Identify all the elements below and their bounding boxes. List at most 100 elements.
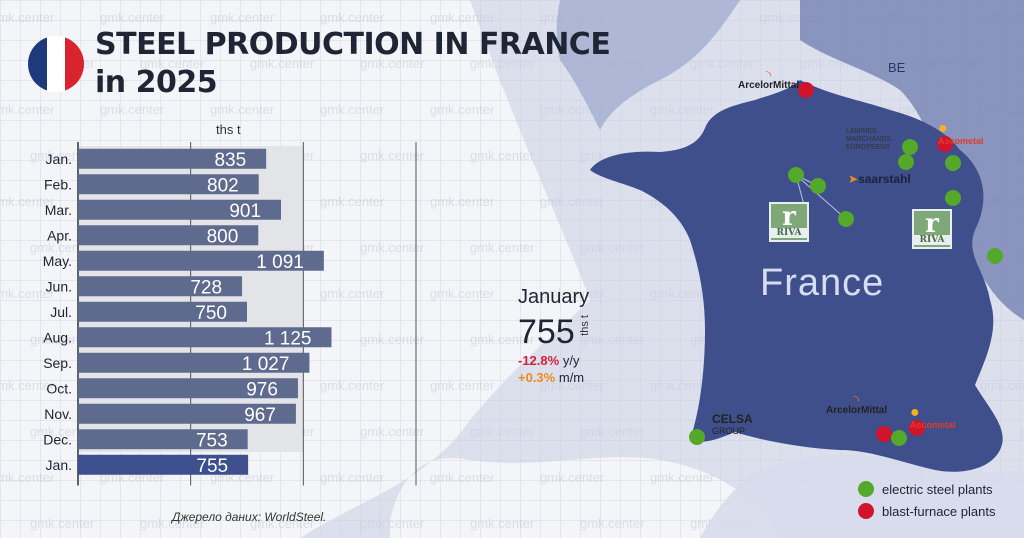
watermark-text: gmk.center (430, 194, 495, 209)
flag-blue-stripe (28, 36, 47, 92)
chart-data-label: 901 (229, 201, 261, 222)
lme-logo: LAMINES MARCHANDS EUROPEENS (846, 128, 892, 151)
watermark-text: gmk.center (320, 102, 385, 117)
chart-category-label: Aug. (43, 329, 72, 345)
watermark-text: gmk.center (320, 470, 385, 485)
watermark-text: gmk.center (580, 516, 645, 531)
chart-bar (78, 454, 249, 475)
watermark-text: gmk.center (100, 102, 165, 117)
flag-white-stripe (46, 36, 66, 92)
chart-data-label: 976 (246, 379, 278, 400)
watermark-text: gmk.center (360, 332, 425, 347)
chart-category-label: Jan. (46, 457, 72, 473)
legend-item-electric: electric steel plants (858, 478, 995, 500)
chart-category-label: Apr. (47, 227, 72, 243)
electric-plant-marker (891, 430, 907, 446)
yoy-value: -12.8% (518, 353, 560, 368)
summary-yoy: -12.8% y/y (518, 353, 591, 368)
chart-unit-label: ths t (216, 122, 241, 137)
electric-plant-marker (788, 167, 804, 183)
electric-plant-marker (945, 190, 961, 206)
mom-value: +0.3% (518, 370, 556, 385)
chart-bar (78, 378, 298, 399)
summary-mom: +0.3% m/m (518, 370, 591, 385)
summary-value-row: 755 ths t (518, 313, 591, 351)
yoy-suffix: y/y (562, 353, 580, 368)
watermark-text: gmk.center (0, 470, 55, 485)
watermark-text: gmk.center (320, 286, 385, 301)
watermark-text: gmk.center (470, 240, 535, 255)
blast-furnace-marker (909, 420, 925, 436)
watermark-text: gmk.center (360, 424, 425, 439)
chart-bar (78, 352, 310, 373)
chart-bar (78, 148, 267, 169)
ascometal-logo-south: ● Ascometal (910, 404, 956, 431)
riva-logo-east: r RIVA (912, 209, 952, 249)
saarstahl-logo: ➤saarstahl (848, 172, 911, 186)
watermark-text: gmk.center (430, 378, 495, 393)
chart-category-label: Oct. (46, 380, 72, 396)
chart-data-label: 835 (214, 150, 246, 171)
bar-chart: Jan. 835 Feb. 802 Mar. 901 Apr. 800 May. 1 091 Jun… (43, 142, 417, 486)
chart-category-label: Dec. (43, 431, 72, 447)
watermark-text: gmk.center (0, 194, 55, 209)
watermark-text: gmk.center (360, 148, 425, 163)
watermark-text: gmk.center (650, 470, 715, 485)
chart-bar (78, 301, 247, 322)
chart-bar (78, 429, 248, 450)
map-uk-coast (556, 0, 740, 130)
watermark-text: gmk.center (320, 378, 385, 393)
electric-plant-marker (898, 154, 914, 170)
blast-furnace-marker (937, 136, 953, 152)
chart-category-label: Jun. (46, 278, 72, 294)
chart-category-label: Feb. (44, 176, 72, 192)
electric-plant-marker (838, 211, 854, 227)
chart-data-label: 1 125 (264, 328, 312, 349)
watermark-text: gmk.center (430, 470, 495, 485)
arcelormittal-logo-north: ◝ ArcelorMittal (738, 67, 800, 91)
chart-data-label: 728 (190, 277, 222, 298)
chart-data-label: 753 (196, 430, 228, 451)
summary-panel: January 755 ths t -12.8% y/y +0.3% m/m (518, 286, 591, 385)
chart-category-label: May. (43, 253, 72, 269)
title-line-2: in 2025 (95, 65, 218, 100)
france-flag (28, 36, 84, 92)
chart-bar (78, 327, 332, 348)
watermark-text: gmk.center (470, 516, 535, 531)
chart-data-label: 800 (207, 226, 239, 247)
chart-bar (78, 225, 259, 246)
watermark-text: gmk.center (0, 10, 55, 25)
riva-link-line (795, 174, 847, 220)
electric-plant-marker (945, 155, 961, 171)
title-line-1: STEEL PRODUCTION IN FRANCE (95, 27, 611, 62)
legend-dot-electric (858, 481, 874, 497)
electric-plant-marker (902, 139, 918, 155)
watermark-text: gmk.center (360, 240, 425, 255)
watermark-text: gmk.center (0, 286, 55, 301)
chart-category-label: Nov. (44, 406, 72, 422)
chart-bar (78, 174, 259, 195)
chart-data-label: 1 091 (256, 252, 304, 273)
watermark-text: gmk.center (210, 10, 275, 25)
riva-logo-west: r RIVA (769, 202, 809, 242)
chart-data-label: 802 (207, 175, 239, 196)
chart-bar (78, 403, 296, 424)
page-title: STEEL PRODUCTION IN FRANCE in 2025 (95, 26, 611, 102)
watermark-text: gmk.center (540, 470, 605, 485)
watermark-text: gmk.center (430, 102, 495, 117)
arcelormittal-logo-south: ◝ ArcelorMittal (826, 392, 888, 416)
chart-category-label: Jan. (46, 151, 72, 167)
watermark-text: gmk.center (140, 516, 205, 531)
chart-data-label: 755 (196, 456, 228, 477)
chart-category-label: Jul. (50, 304, 72, 320)
data-source: Джерело даних: WorldSteel. (172, 510, 327, 524)
blast-furnace-marker (876, 426, 892, 442)
chart-category-label: Sep. (43, 355, 72, 371)
watermark-text: gmk.center (100, 10, 165, 25)
legend-dot-blast (858, 503, 874, 519)
watermark-text: gmk.center (0, 102, 55, 117)
watermark-text: gmk.center (360, 56, 425, 71)
watermark-text: gmk.center (250, 516, 315, 531)
watermark-text: gmk.center (250, 56, 315, 71)
